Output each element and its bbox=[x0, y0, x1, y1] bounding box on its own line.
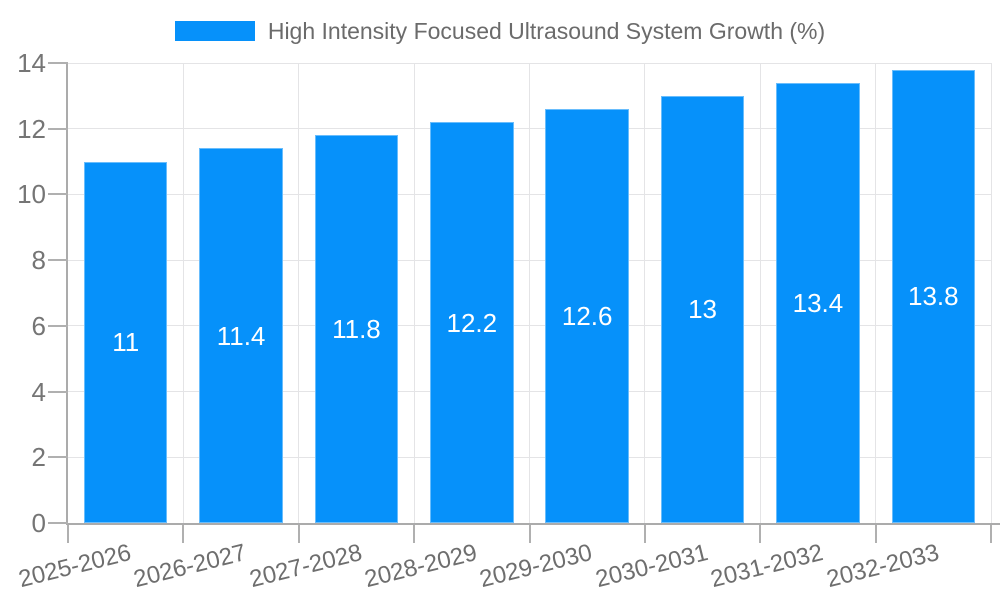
bar[interactable] bbox=[83, 161, 168, 523]
y-tick-label: 4 bbox=[31, 376, 46, 407]
y-tick bbox=[48, 127, 68, 130]
legend-swatch bbox=[174, 21, 255, 41]
x-tick bbox=[528, 525, 531, 543]
v-gridline bbox=[759, 63, 761, 523]
y-tick bbox=[48, 324, 68, 327]
x-tick-label: 2031-2032 bbox=[708, 539, 826, 594]
x-tick-label: 2026-2027 bbox=[131, 539, 250, 594]
x-axis-line bbox=[66, 523, 1000, 525]
y-tick-label: 10 bbox=[17, 179, 46, 210]
y-tick-label: 14 bbox=[17, 48, 46, 78]
y-tick bbox=[48, 259, 68, 262]
bar-value-label: 13 bbox=[688, 294, 718, 325]
y-tick bbox=[48, 62, 68, 64]
v-gridline bbox=[413, 63, 415, 523]
x-tick-label: 2028-2029 bbox=[361, 539, 480, 594]
x-tick bbox=[990, 525, 992, 543]
v-gridline bbox=[644, 63, 646, 523]
y-tick-label: 2 bbox=[31, 442, 46, 473]
bar-value-label: 13.8 bbox=[908, 281, 959, 312]
y-tick bbox=[48, 390, 68, 393]
x-tick-label: 2032-2033 bbox=[823, 539, 942, 594]
v-gridline bbox=[298, 63, 300, 523]
x-tick bbox=[182, 525, 185, 543]
bar[interactable] bbox=[430, 122, 514, 523]
y-tick bbox=[48, 522, 68, 524]
x-tick-label: 2030-2031 bbox=[592, 539, 711, 594]
bar[interactable] bbox=[891, 69, 976, 523]
y-tick-label: 0 bbox=[31, 508, 46, 538]
x-tick-label: 2027-2028 bbox=[246, 539, 365, 594]
v-gridline bbox=[529, 63, 530, 523]
x-tick bbox=[413, 525, 416, 543]
x-tick bbox=[874, 525, 877, 543]
bar[interactable] bbox=[660, 95, 745, 523]
y-tick-label: 8 bbox=[31, 245, 46, 276]
chart-legend[interactable]: High Intensity Focused Ultrasound System… bbox=[0, 18, 1000, 44]
bar-value-label: 11.8 bbox=[332, 314, 381, 345]
x-tick-label: 2025-2026 bbox=[15, 539, 134, 594]
x-tick bbox=[297, 525, 300, 543]
bar-value-label: 12.2 bbox=[446, 307, 498, 338]
y-tick-label: 12 bbox=[17, 113, 46, 144]
x-tick bbox=[67, 525, 69, 543]
bar-value-label: 11 bbox=[112, 327, 140, 358]
legend-label: High Intensity Focused Ultrasound System… bbox=[267, 17, 826, 44]
bar[interactable] bbox=[314, 135, 399, 523]
v-gridline bbox=[182, 63, 184, 523]
x-tick bbox=[759, 525, 762, 543]
v-gridline bbox=[990, 63, 992, 523]
y-tick bbox=[48, 193, 68, 196]
bar[interactable] bbox=[776, 82, 860, 523]
bar[interactable] bbox=[545, 109, 629, 523]
bar-value-label: 12.6 bbox=[561, 301, 613, 331]
y-tick bbox=[48, 456, 68, 459]
bar-value-label: 11.4 bbox=[216, 320, 266, 351]
bar[interactable] bbox=[199, 148, 283, 523]
y-tick-label: 6 bbox=[31, 310, 46, 341]
bar-value-label: 13.4 bbox=[792, 287, 844, 318]
v-gridline bbox=[875, 63, 877, 523]
x-tick bbox=[643, 525, 646, 543]
x-tick-label: 2029-2030 bbox=[477, 539, 596, 594]
y-axis-line bbox=[66, 63, 68, 525]
